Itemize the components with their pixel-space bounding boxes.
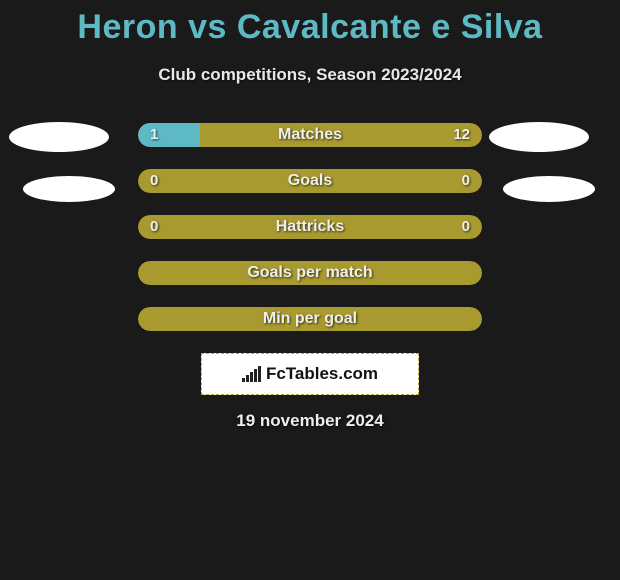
logo-inner: FcTables.com (242, 364, 378, 384)
bar-left-value: 0 (150, 215, 158, 239)
bar-label: Goals per match (138, 261, 482, 285)
stat-bar: Goals0 0 (138, 169, 482, 193)
bar-label: Min per goal (138, 307, 482, 331)
barchart-icon (242, 366, 262, 382)
stat-bar: Hattricks0 0 (138, 215, 482, 239)
bar-label: Matches (138, 123, 482, 147)
player-badge-placeholder (9, 122, 109, 152)
player-badge-placeholder (489, 122, 589, 152)
bar-right-value: 0 (462, 169, 470, 193)
bar-label: Goals (138, 169, 482, 193)
bar-right-value: 0 (462, 215, 470, 239)
player-badge-placeholder (23, 176, 115, 202)
comparison-infographic: Heron vs Cavalcante e Silva Club competi… (0, 0, 620, 580)
stat-bar: Matches1 12 (138, 123, 482, 147)
stat-bar: Min per goal (138, 307, 482, 331)
bar-right-value: 12 (453, 123, 470, 147)
bar-left-value: 0 (150, 169, 158, 193)
footer-date: 19 november 2024 (0, 411, 620, 431)
footer-logo: FcTables.com (201, 353, 419, 395)
bar-left-value: 1 (150, 123, 158, 147)
page-title: Heron vs Cavalcante e Silva (0, 0, 620, 47)
stat-bar: Goals per match (138, 261, 482, 285)
logo-text-suffix: Tables.com (286, 364, 378, 383)
page-subtitle: Club competitions, Season 2023/2024 (0, 65, 620, 85)
logo-text: FcTables.com (266, 364, 378, 384)
player-badge-placeholder (503, 176, 595, 202)
bar-label: Hattricks (138, 215, 482, 239)
logo-text-prefix: Fc (266, 364, 286, 383)
bars-area: Matches112Goals00Hattricks00Goals per ma… (0, 123, 620, 331)
